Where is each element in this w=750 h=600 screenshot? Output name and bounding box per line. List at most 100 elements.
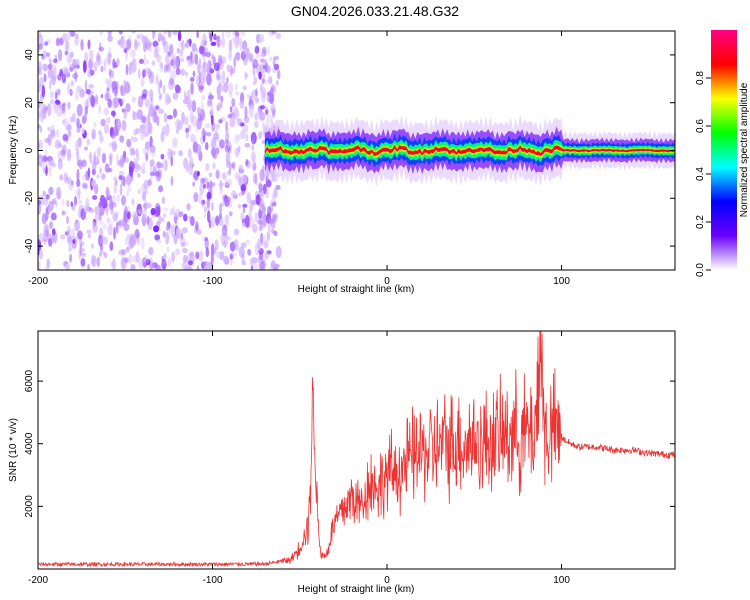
noise-speckle	[266, 95, 270, 103]
noise-speckle	[111, 258, 116, 270]
noise-speckle	[130, 135, 134, 142]
noise-speckle	[231, 161, 236, 171]
noise-speckle	[105, 186, 110, 198]
colorbar-tick-label: 0.8	[695, 71, 706, 85]
noise-speckle	[142, 42, 147, 53]
noise-speckle	[196, 31, 199, 39]
noise-speckle	[140, 32, 143, 40]
noise-speckle	[195, 221, 199, 232]
noise-speckle	[124, 238, 129, 245]
noise-speckle	[217, 34, 221, 48]
noise-speckle	[103, 237, 109, 245]
noise-speckle	[240, 128, 246, 140]
noise-speckle	[153, 47, 158, 59]
noise-speckle	[110, 220, 114, 228]
noise-speckle	[199, 182, 204, 196]
noise-speckle	[38, 61, 43, 74]
noise-speckle	[174, 84, 181, 94]
noise-speckle	[81, 173, 86, 182]
noise-speckle	[196, 106, 202, 115]
noise-speckle	[89, 52, 94, 63]
noise-speckle	[200, 100, 204, 111]
noise-speckle	[49, 90, 55, 99]
noise-speckle	[90, 95, 96, 108]
noise-speckle	[246, 93, 250, 99]
noise-speckle	[77, 187, 81, 201]
noise-speckle	[185, 127, 190, 134]
noise-speckle	[214, 137, 221, 143]
noise-speckle	[86, 229, 92, 235]
noise-speckle	[48, 156, 55, 167]
noise-speckle	[67, 124, 72, 132]
noise-speckle	[39, 109, 45, 123]
noise-speckle	[146, 59, 150, 65]
x-tick-label: 100	[553, 575, 570, 586]
noise-speckle	[259, 58, 265, 63]
noise-speckle	[154, 234, 161, 241]
noise-speckle	[244, 57, 249, 63]
noise-speckle	[170, 59, 175, 66]
noise-speckle	[184, 42, 190, 48]
x-tick-label: 0	[384, 276, 390, 287]
noise-speckle	[234, 171, 241, 180]
noise-speckle	[155, 264, 161, 270]
noise-speckle	[167, 61, 171, 74]
noise-speckle	[74, 35, 79, 46]
noise-speckle	[187, 267, 193, 270]
noise-speckle	[209, 110, 214, 116]
noise-speckle	[94, 94, 99, 105]
noise-speckle	[266, 91, 271, 97]
noise-speckle	[42, 50, 48, 59]
noise-speckle	[172, 31, 179, 36]
noise-speckle	[219, 100, 223, 109]
noise-speckle	[198, 250, 204, 262]
noise-speckle	[246, 192, 251, 204]
noise-speckle	[111, 195, 117, 206]
noise-speckle	[245, 239, 251, 245]
noise-speckle	[179, 48, 184, 58]
noise-speckle	[61, 119, 66, 125]
noise-speckle	[145, 202, 152, 209]
noise-speckle	[215, 129, 219, 134]
noise-speckle	[154, 171, 160, 177]
noise-speckle	[68, 245, 72, 252]
y-tick-label: 0	[24, 147, 35, 153]
noise-speckle	[194, 53, 199, 65]
noise-speckle	[224, 214, 228, 222]
noise-speckle	[261, 205, 266, 215]
noise-speckle	[137, 208, 143, 215]
noise-speckle	[149, 159, 155, 167]
noise-speckle	[240, 184, 247, 192]
noise-speckle	[38, 199, 42, 205]
noise-speckle	[115, 222, 119, 234]
noise-speckle	[92, 195, 98, 200]
noise-speckle	[234, 147, 240, 158]
noise-speckle	[241, 260, 246, 266]
y-tick-label: -40	[24, 238, 35, 253]
noise-speckle	[213, 246, 217, 256]
noise-speckle	[143, 89, 148, 94]
noise-speckle	[62, 66, 69, 75]
noise-speckle	[198, 46, 205, 55]
x-tick-label: -200	[28, 575, 48, 586]
noise-speckle	[182, 254, 188, 264]
noise-speckle	[59, 68, 64, 77]
noise-speckle	[104, 252, 108, 259]
noise-speckle	[44, 137, 51, 143]
noise-speckle	[184, 71, 189, 77]
noise-speckle	[209, 180, 213, 190]
noise-speckle	[167, 147, 173, 160]
noise-speckle	[236, 118, 243, 127]
noise-speckle	[237, 203, 242, 209]
noise-speckle	[208, 219, 212, 229]
noise-speckle	[140, 237, 145, 250]
noise-speckle	[169, 69, 176, 83]
noise-speckle	[75, 118, 80, 129]
noise-speckle	[213, 132, 219, 140]
noise-speckle	[66, 148, 72, 161]
noise-speckle	[159, 64, 164, 73]
noise-speckle	[263, 240, 269, 249]
noise-speckle	[131, 233, 137, 247]
noise-speckle	[103, 61, 107, 72]
noise-speckle	[44, 41, 49, 46]
